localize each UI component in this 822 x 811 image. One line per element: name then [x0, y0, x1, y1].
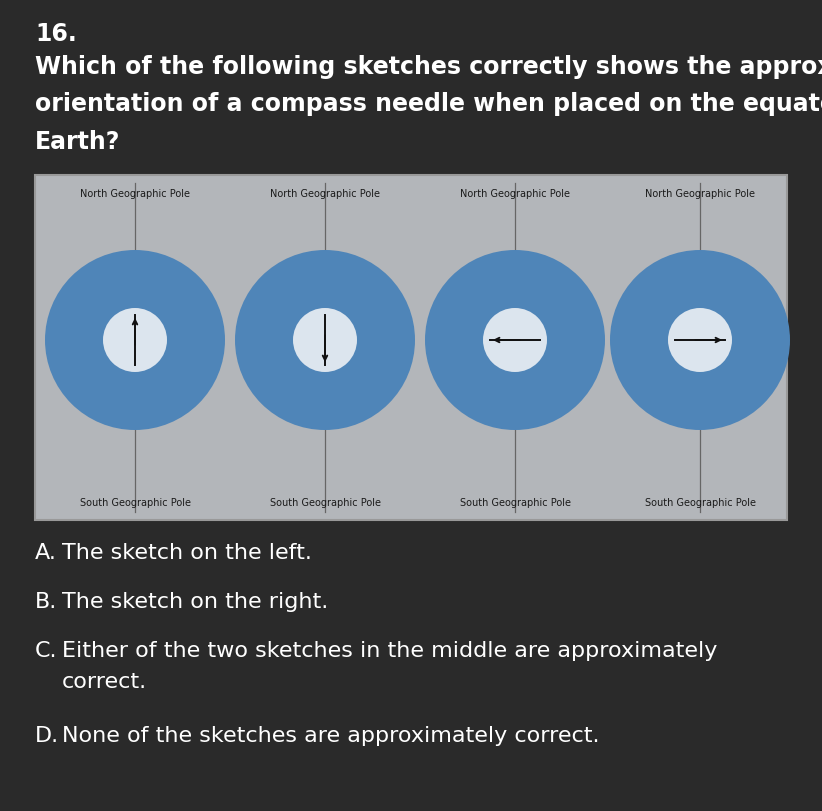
Text: correct.: correct.: [62, 672, 147, 692]
Text: North Geographic Pole: North Geographic Pole: [645, 189, 755, 199]
Text: North Geographic Pole: North Geographic Pole: [460, 189, 570, 199]
Circle shape: [45, 250, 225, 430]
Text: A.: A.: [35, 543, 57, 563]
Circle shape: [235, 250, 415, 430]
Circle shape: [425, 250, 605, 430]
Text: B.: B.: [35, 592, 58, 612]
Circle shape: [103, 308, 167, 372]
Circle shape: [483, 308, 547, 372]
Text: South Geographic Pole: South Geographic Pole: [80, 498, 191, 508]
Circle shape: [668, 308, 732, 372]
Text: South Geographic Pole: South Geographic Pole: [270, 498, 381, 508]
Text: None of the sketches are approximately correct.: None of the sketches are approximately c…: [62, 726, 599, 746]
Circle shape: [610, 250, 790, 430]
Text: North Geographic Pole: North Geographic Pole: [270, 189, 380, 199]
Text: D.: D.: [35, 726, 59, 746]
Text: North Geographic Pole: North Geographic Pole: [80, 189, 190, 199]
Text: South Geographic Pole: South Geographic Pole: [459, 498, 570, 508]
Text: Which of the following sketches correctly shows the approximate: Which of the following sketches correctl…: [35, 55, 822, 79]
Text: The sketch on the right.: The sketch on the right.: [62, 592, 328, 612]
Text: Earth?: Earth?: [35, 130, 120, 154]
Text: South Geographic Pole: South Geographic Pole: [644, 498, 755, 508]
Text: C.: C.: [35, 641, 58, 661]
Text: 16.: 16.: [35, 22, 76, 46]
Bar: [35, 175, 787, 520]
Circle shape: [293, 308, 357, 372]
Text: Either of the two sketches in the middle are approximately: Either of the two sketches in the middle…: [62, 641, 718, 661]
Text: orientation of a compass needle when placed on the equator of the: orientation of a compass needle when pla…: [35, 92, 822, 116]
Text: The sketch on the left.: The sketch on the left.: [62, 543, 312, 563]
